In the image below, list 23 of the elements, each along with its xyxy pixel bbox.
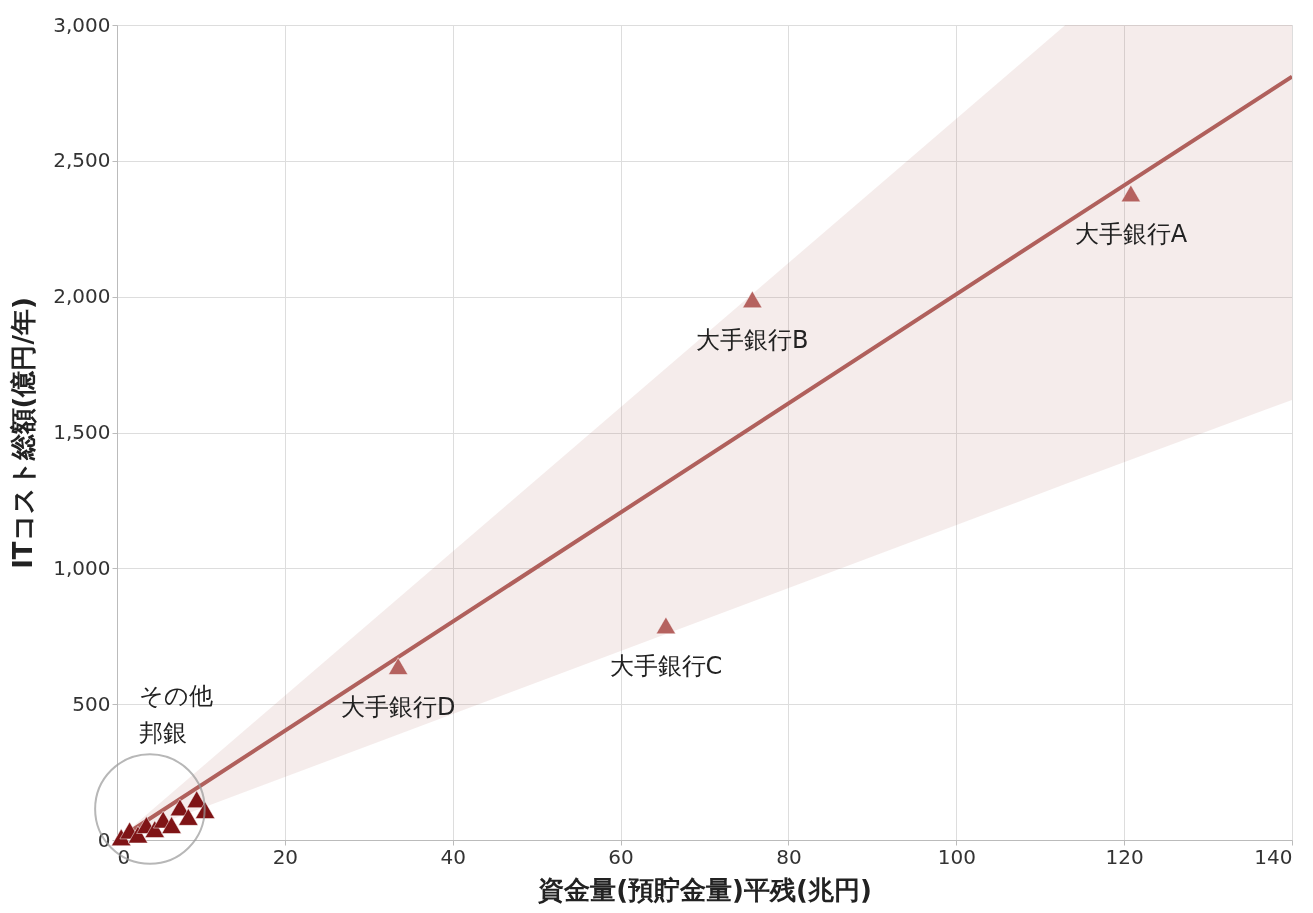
annotation: 大手銀行A <box>1074 220 1188 249</box>
x-tick-label: 20 <box>272 844 299 869</box>
y-tick-label: 2,000 <box>53 284 111 309</box>
x-tick-label: 140 <box>1254 844 1293 869</box>
annotation: 大手銀行D <box>340 693 456 722</box>
y-tick-label: 500 <box>72 691 111 716</box>
x-tick-label: 120 <box>1105 844 1144 869</box>
x-tick-label: 80 <box>776 844 802 869</box>
y-axis-title: ITコスト総額(億円/年) <box>8 297 39 569</box>
y-tick-label: 1,000 <box>53 555 111 580</box>
annotation: 邦銀 <box>139 719 188 748</box>
y-tick-label: 0 <box>97 827 111 852</box>
x-tick-label: 60 <box>608 844 634 869</box>
y-tick-label: 1,500 <box>53 420 111 444</box>
annotation: 大手銀行B <box>696 326 809 355</box>
y-tick-label: 3,000 <box>53 12 111 37</box>
annotation: 大手銀行C <box>609 652 723 681</box>
x-tick-label: 0 <box>117 844 131 869</box>
annotation: その他 <box>139 682 214 711</box>
x-tick-label: 40 <box>440 844 466 869</box>
x-tick-label: 100 <box>937 844 976 869</box>
y-tick-label: 2,500 <box>53 148 111 173</box>
x-axis-title: 資金量(預貯金量)平残(兆円) <box>537 874 872 905</box>
